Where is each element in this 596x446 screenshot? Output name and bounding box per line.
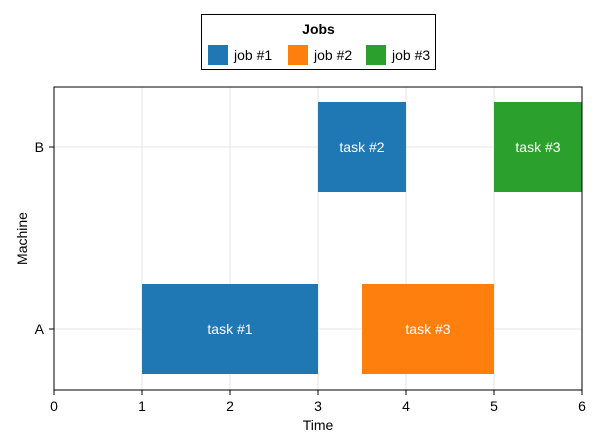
x-axis-label: Time bbox=[303, 417, 334, 433]
bar-label: task #3 bbox=[515, 139, 560, 155]
y-tick-label: A bbox=[35, 321, 45, 337]
x-tick-label: 1 bbox=[138, 398, 146, 414]
gantt-bar bbox=[318, 102, 406, 192]
y-tick-label: B bbox=[35, 139, 44, 155]
legend-item-job-2: job #2 bbox=[288, 45, 352, 65]
legend-item-job-1: job #1 bbox=[208, 45, 272, 65]
ticks: 0 1 2 3 4 5 6 A B bbox=[35, 139, 586, 414]
bars: task #1 task #3 task #2 task #3 bbox=[142, 102, 582, 374]
x-tick-label: 5 bbox=[490, 398, 498, 414]
x-tick-label: 2 bbox=[226, 398, 234, 414]
legend-item-job-3: job #3 bbox=[366, 45, 430, 65]
bar-label: task #1 bbox=[207, 321, 252, 337]
gantt-bar bbox=[142, 284, 318, 374]
x-tick-label: 6 bbox=[578, 398, 586, 414]
x-tick-label: 0 bbox=[50, 398, 58, 414]
legend-swatch-job-1 bbox=[208, 45, 228, 65]
x-tick-label: 3 bbox=[314, 398, 322, 414]
x-tick-label: 4 bbox=[402, 398, 410, 414]
legend-label-job-2: job #2 bbox=[314, 47, 353, 63]
legend: Jobs job #1 job #2 job #3 bbox=[201, 14, 436, 70]
legend-label-job-1: job #1 bbox=[234, 47, 273, 63]
legend-label-job-3: job #3 bbox=[392, 47, 431, 63]
gantt-bar bbox=[494, 102, 582, 192]
bar-label: task #3 bbox=[405, 321, 450, 337]
bar-label: task #2 bbox=[339, 139, 384, 155]
legend-swatch-job-3 bbox=[366, 45, 386, 65]
legend-swatch-job-2 bbox=[288, 45, 308, 65]
gantt-bar bbox=[362, 284, 494, 374]
legend-title: Jobs bbox=[302, 21, 335, 37]
y-axis-label: Machine bbox=[14, 212, 30, 265]
